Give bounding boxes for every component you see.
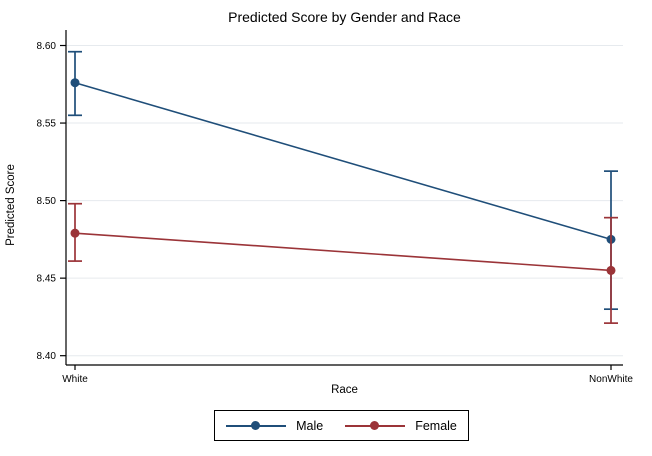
series-male (68, 50, 618, 311)
data-point (70, 228, 80, 238)
data-point (70, 78, 80, 88)
legend-item-female: Female (345, 419, 457, 433)
legend: Male Female (214, 410, 469, 441)
y-tick-label: 8.50 (37, 196, 57, 207)
chart-title: Predicted Score by Gender and Race (228, 9, 461, 25)
gridlines (66, 45, 623, 357)
y-tick-label: 8.45 (37, 274, 57, 285)
legend-label-male: Male (296, 418, 324, 433)
female-line-marker-icon (345, 421, 406, 431)
y-tick-label: 8.40 (37, 351, 57, 362)
data-point (606, 265, 616, 275)
legend-label-female: Female (415, 418, 457, 433)
y-axis-ticks: 8.40 8.45 8.50 8.55 8.60 (37, 41, 66, 362)
x-axis-title: Race (331, 384, 358, 396)
y-tick-label: 8.60 (37, 41, 57, 52)
x-tick-label: NonWhite (589, 374, 633, 385)
axes (65, 30, 623, 366)
x-tick-label: White (62, 374, 88, 385)
series-female (68, 202, 618, 324)
male-line-marker-icon (226, 421, 287, 431)
y-tick-label: 8.55 (37, 119, 57, 130)
legend-item-male: Male (226, 419, 323, 433)
x-axis-ticks: White NonWhite (62, 365, 633, 385)
